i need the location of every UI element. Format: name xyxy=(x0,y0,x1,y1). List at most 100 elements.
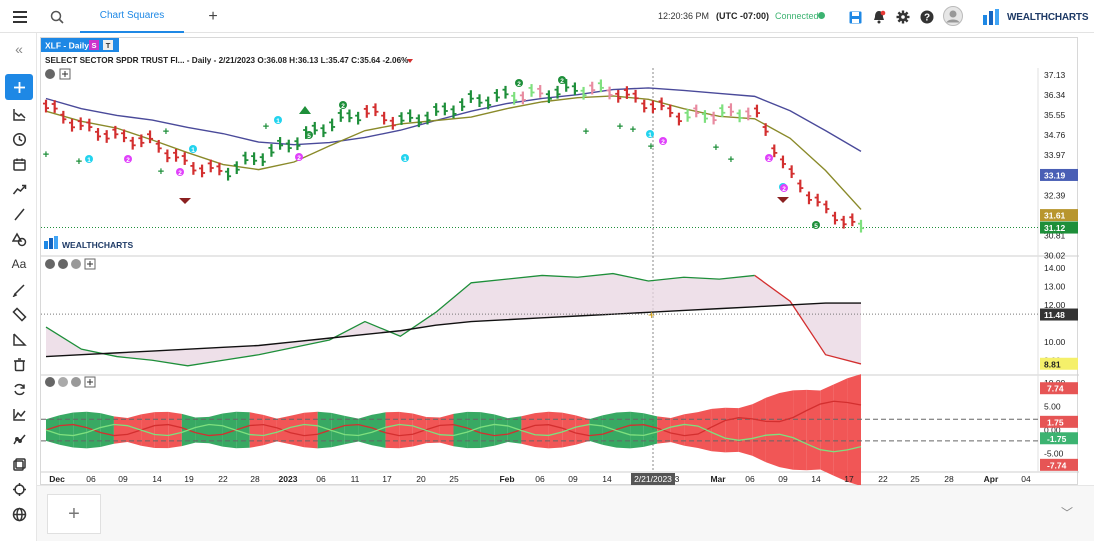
shapes-icon[interactable] xyxy=(7,228,31,250)
alerts-icon[interactable] xyxy=(870,8,888,26)
move-down-icon[interactable] xyxy=(58,259,68,269)
move-up-icon[interactable] xyxy=(71,377,81,387)
indicators-icon[interactable] xyxy=(7,103,31,125)
signal-marker-label: 2 xyxy=(782,186,786,193)
band-segment xyxy=(765,392,780,468)
signal-marker-label: 2 xyxy=(767,156,771,163)
collapse-icon[interactable]: « xyxy=(15,41,23,57)
settings-circle-icon[interactable] xyxy=(45,377,55,387)
study-badge-s-label: S xyxy=(91,41,96,50)
x-tick: 22 xyxy=(218,474,228,484)
band-segment xyxy=(317,411,332,449)
band-segment xyxy=(385,411,400,449)
watchlist-icon[interactable] xyxy=(7,453,31,475)
x-tick: Apr xyxy=(984,474,999,484)
line-draw-icon[interactable] xyxy=(7,203,31,225)
sync-icon[interactable] xyxy=(7,378,31,400)
x-tick: 09 xyxy=(118,474,128,484)
price-y-tick: 33.97 xyxy=(1044,150,1066,160)
signal-marker xyxy=(401,154,409,162)
x-tick: 14 xyxy=(811,474,821,484)
x-tick: 28 xyxy=(250,474,260,484)
calendar-icon[interactable] xyxy=(7,153,31,175)
cross-signal: + xyxy=(728,154,734,166)
price-y-tick: 32.39 xyxy=(1044,190,1066,200)
band-segment xyxy=(399,411,413,449)
signal-marker xyxy=(765,154,773,162)
signal-marker-label: 2 xyxy=(126,157,130,164)
clock-time: 12:20:36 PM xyxy=(658,11,710,21)
trash-icon[interactable] xyxy=(7,353,31,375)
osc-badge xyxy=(1040,308,1078,321)
search-icon[interactable] xyxy=(48,8,66,26)
history-icon[interactable] xyxy=(7,128,31,150)
band-segment xyxy=(236,411,250,449)
price-badge xyxy=(1040,221,1078,234)
gear-icon[interactable] xyxy=(894,8,912,26)
band-line-green xyxy=(45,423,862,453)
symbol-tab[interactable]: XLF - Daily S T xyxy=(41,38,119,52)
osc-y-tick: 10.00 xyxy=(1044,337,1066,347)
signal-marker-label: 5 xyxy=(814,223,818,230)
osc-y-tick: 14.00 xyxy=(1044,263,1066,273)
top-bar: Chart Squares + 12:20:36 PM (UTC -07:00)… xyxy=(0,0,1094,33)
band-segment xyxy=(684,412,698,449)
signal-marker xyxy=(515,79,523,87)
band-segment xyxy=(73,411,87,449)
band-segment xyxy=(141,412,155,449)
oscillator-fill xyxy=(46,273,861,366)
band-segment xyxy=(426,416,440,444)
tab-label: Chart Squares xyxy=(99,10,165,21)
text-icon[interactable]: Aa xyxy=(11,257,27,271)
band-segment xyxy=(358,414,372,446)
ruler-icon[interactable] xyxy=(7,303,31,325)
move-up-icon[interactable] xyxy=(71,259,81,269)
add-tab-button[interactable]: + xyxy=(208,8,218,25)
timezone[interactable]: (UTC -07:00) xyxy=(716,11,770,21)
settings-circle-icon[interactable] xyxy=(45,69,55,79)
chart-container[interactable]: XLF - Daily S T SELECT SECTOR SPDR TRUST… xyxy=(40,37,1079,486)
avatar[interactable] xyxy=(942,5,964,27)
scanner-icon[interactable] xyxy=(7,428,31,450)
plus-icon[interactable] xyxy=(5,74,33,100)
measure-icon[interactable] xyxy=(7,328,31,350)
tab-chart-squares[interactable]: Chart Squares xyxy=(80,0,184,33)
price-badge-label: 31.12 xyxy=(1044,223,1066,233)
x-tick: 06 xyxy=(745,474,755,484)
globe-icon[interactable] xyxy=(7,503,31,525)
crosshair-icon[interactable] xyxy=(7,478,31,500)
band-y-tick: 0.00 xyxy=(1044,425,1061,435)
price-panel[interactable]: 22251212121212125+++++++++++ xyxy=(41,68,1038,472)
x-tick: 04 xyxy=(1021,474,1031,484)
band-segment xyxy=(548,411,563,449)
chevron-down-icon[interactable]: ﹀ xyxy=(1060,505,1073,520)
study-badge-t[interactable] xyxy=(103,40,113,50)
x-tick: 2023 xyxy=(279,474,298,484)
band-panel[interactable] xyxy=(41,374,1038,486)
band-segment xyxy=(222,411,237,449)
signal-marker-label: 2 xyxy=(297,155,301,162)
move-down-icon[interactable] xyxy=(58,377,68,387)
settings-circle-icon[interactable] xyxy=(45,259,55,269)
band-segment xyxy=(344,415,359,445)
x-tick: 06 xyxy=(535,474,545,484)
brand-logo-icon xyxy=(983,9,999,25)
price-y-tick: 36.34 xyxy=(1044,90,1066,100)
help-icon[interactable]: ? xyxy=(918,8,936,26)
band-segment xyxy=(643,413,658,447)
study-badge-s[interactable] xyxy=(89,40,99,50)
cross-signal: + xyxy=(163,126,169,138)
osc-badge-label: 11.48 xyxy=(1044,310,1065,320)
chart-canvas[interactable]: XLF - Daily S T SELECT SECTOR SPDR TRUST… xyxy=(41,38,1079,486)
trend-icon[interactable] xyxy=(7,178,31,200)
menu-icon[interactable] xyxy=(10,8,30,26)
x-tick: 14 xyxy=(602,474,612,484)
x-tick: Dec xyxy=(49,474,65,484)
strategy-icon[interactable] xyxy=(7,403,31,425)
band-segment xyxy=(820,384,834,476)
band-badge-label: 7.74 xyxy=(1047,384,1064,394)
brush-icon[interactable] xyxy=(7,278,31,300)
oscillator-panel[interactable]: + xyxy=(41,272,1038,367)
save-icon[interactable] xyxy=(846,8,864,26)
add-chart-button[interactable]: + xyxy=(47,494,101,534)
